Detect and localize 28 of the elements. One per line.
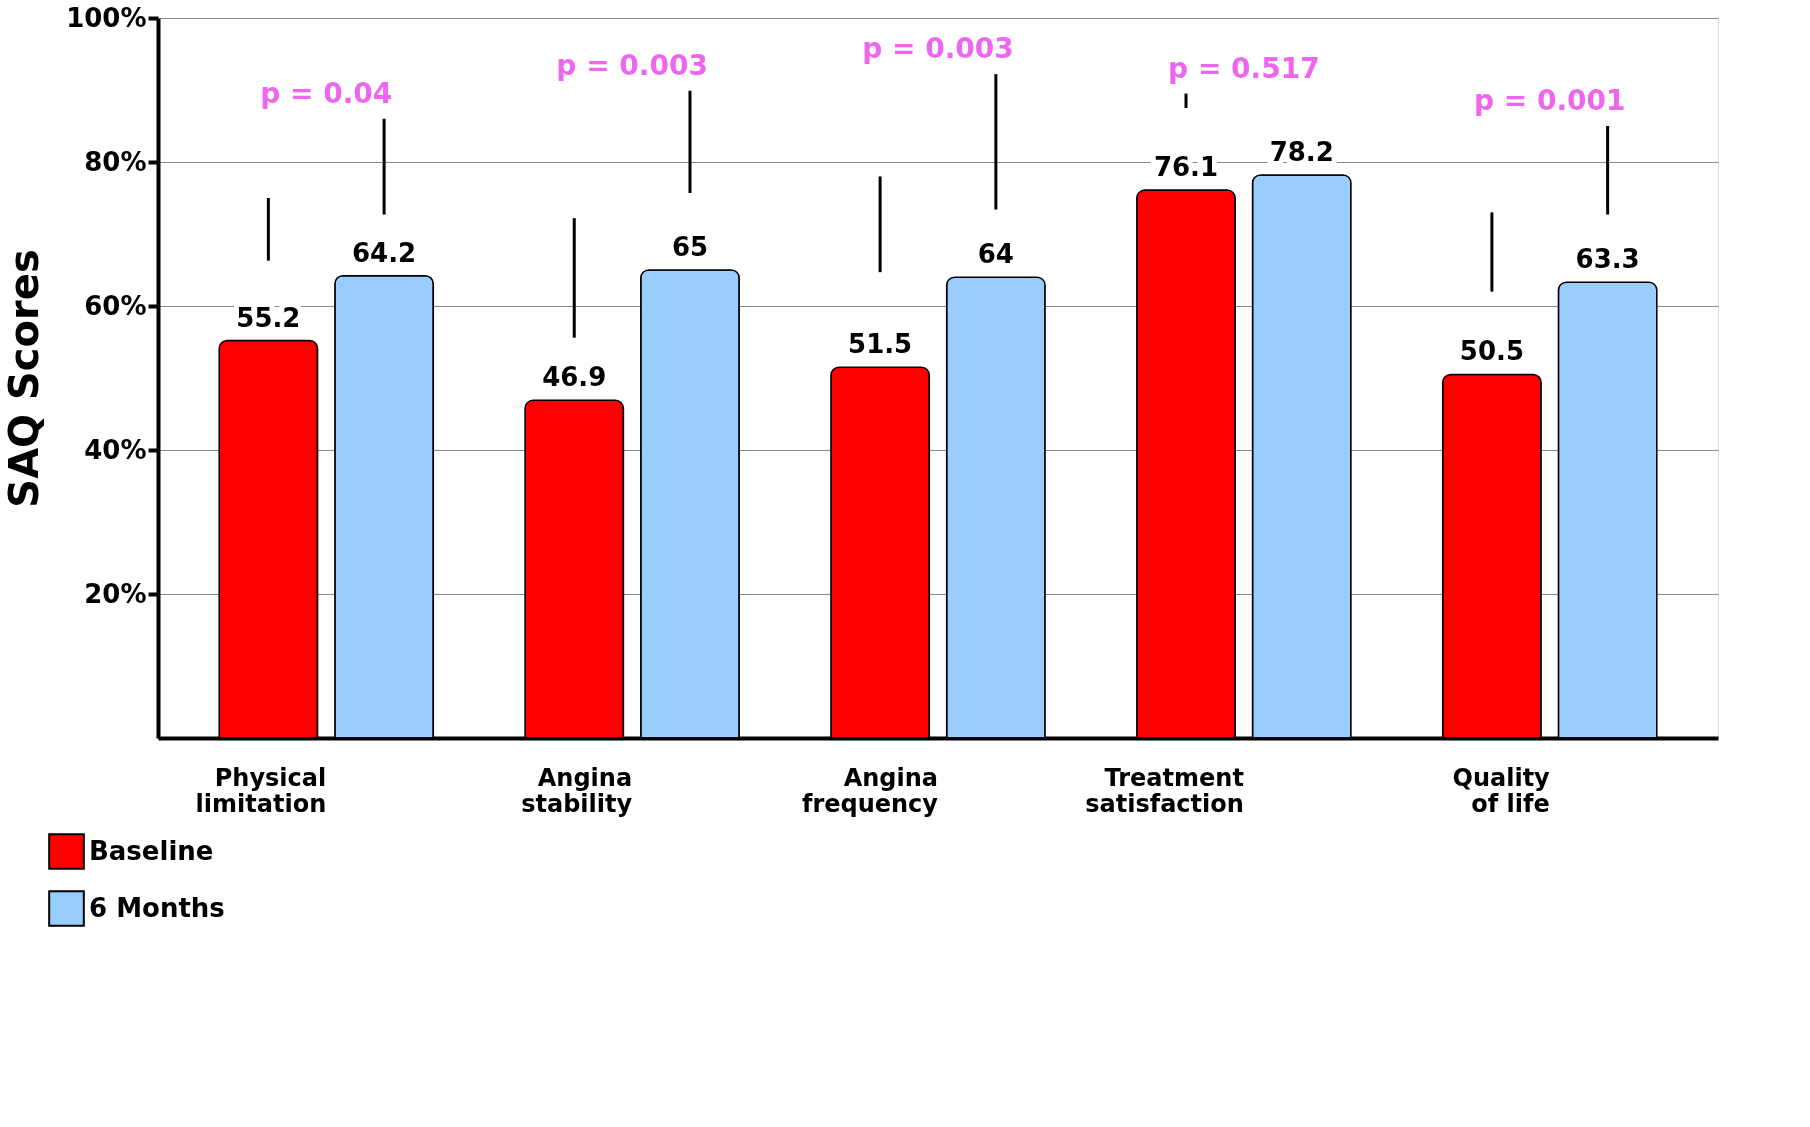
annotation: p = 0.003 xyxy=(862,32,1014,66)
legend-label: Baseline xyxy=(89,835,214,866)
y-tick-label: 20% xyxy=(84,578,147,609)
data-label: 78.2 xyxy=(1269,136,1334,167)
legend-label: 6 Months xyxy=(89,892,225,923)
data-label: 46.9 xyxy=(542,362,607,393)
x-tick-label: Treatment satisfaction xyxy=(1085,763,1244,818)
data-label: 64 xyxy=(977,239,1014,270)
data-label: 51.5 xyxy=(848,329,913,360)
y-tick-label: 100% xyxy=(66,2,147,33)
x-tick-label: Angina stability xyxy=(521,763,633,818)
data-label: 65 xyxy=(671,232,709,262)
data-label: 55.2 xyxy=(236,302,301,333)
annotation: p = 0.003 xyxy=(556,48,708,82)
y-tick-label: 80% xyxy=(84,146,147,177)
data-label: 63.3 xyxy=(1575,244,1640,275)
y-tick-label: 60% xyxy=(84,290,147,321)
annotation: p = 0.04 xyxy=(260,76,393,110)
annotation: p = 0.517 xyxy=(1168,51,1320,85)
x-tick-label: Quality of life xyxy=(1452,763,1551,818)
data-label: 50.5 xyxy=(1459,336,1524,367)
x-tick-label: Physical limitation xyxy=(195,763,327,818)
y-axis-title: SAQ Scores xyxy=(1,249,48,508)
data-label: 76.1 xyxy=(1153,152,1219,183)
x-tick-label: Angina frequency xyxy=(801,763,939,818)
data-label: 64.2 xyxy=(352,237,417,268)
y-tick-label: 40% xyxy=(84,434,147,465)
annotation: p = 0.001 xyxy=(1473,84,1626,117)
